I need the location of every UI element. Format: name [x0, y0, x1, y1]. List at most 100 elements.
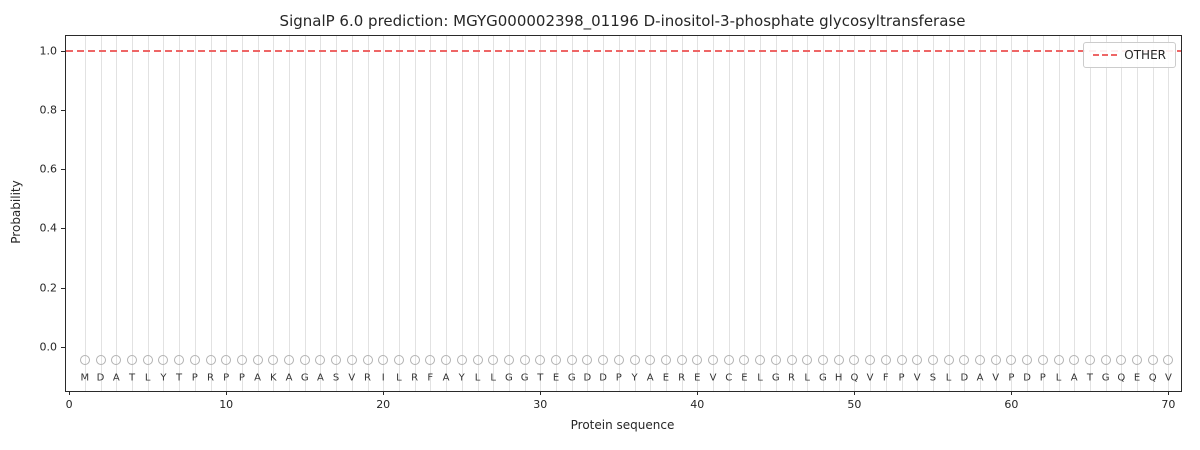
residue-gridline [665, 36, 667, 391]
y-tick [61, 50, 65, 52]
residue-gridline [336, 36, 338, 391]
residue-letter: Y [458, 372, 465, 384]
residue-letter: P [223, 372, 230, 384]
residue-gridline [493, 36, 495, 391]
chart-title: SignalP 6.0 prediction: MGYG000002398_01… [279, 12, 966, 30]
x-axis-label: Protein sequence [570, 418, 675, 432]
residue-letter: P [1039, 372, 1046, 384]
residue-gridline [760, 36, 762, 391]
residue-letter: L [945, 372, 952, 384]
residue-letter: V [1164, 372, 1172, 384]
residue-letter: S [332, 372, 340, 384]
residue-gridline [948, 36, 950, 391]
y-tick [61, 228, 65, 230]
residue-gridline [289, 36, 290, 391]
residue-gridline [524, 36, 526, 391]
residue-gridline [1042, 36, 1044, 391]
residue-gridline [1011, 36, 1013, 391]
residue-gridline [226, 36, 228, 391]
residue-letter: A [442, 372, 450, 384]
residue-letter: R [364, 372, 371, 384]
residue-letter: V [866, 372, 874, 384]
residue-gridline [179, 36, 181, 391]
residue-letter: L [757, 372, 763, 384]
residue-gridline [1105, 36, 1107, 391]
x-tick-label: 50 [847, 398, 862, 411]
residue-gridline [1089, 36, 1091, 391]
residue-marker-icon [692, 354, 703, 365]
residue-marker-icon [488, 354, 499, 365]
residue-gridline [257, 36, 259, 391]
residue-marker-icon [315, 354, 326, 365]
residue-marker-icon [645, 354, 656, 365]
residue-marker-icon [613, 354, 624, 365]
residue-gridline [980, 36, 981, 391]
residue-gridline [414, 36, 416, 391]
residue-marker-icon [1100, 354, 1111, 365]
residue-gridline [383, 36, 385, 391]
residue-marker-icon [535, 354, 546, 365]
residue-letter: P [1008, 372, 1015, 384]
residue-letter: G [771, 372, 780, 384]
residue-gridline [791, 36, 793, 391]
residue-gridline [1058, 36, 1060, 391]
residue-letter: A [646, 372, 654, 384]
residue-gridline [603, 36, 605, 391]
residue-marker-icon [912, 354, 923, 365]
residue-letter: R [788, 372, 795, 384]
residue-marker-icon [127, 354, 137, 365]
y-tick-label: 0.4 [39, 221, 58, 235]
residue-marker-icon [598, 354, 609, 365]
x-tick [854, 391, 856, 395]
residue-marker-icon [551, 354, 561, 365]
residue-letter: L [144, 372, 151, 384]
residue-letter: L [1055, 372, 1062, 384]
residue-gridline [650, 36, 652, 391]
residue-marker-icon [1022, 354, 1033, 365]
residue-marker-icon [755, 354, 766, 365]
residue-letter: T [1086, 372, 1093, 384]
residue-marker-icon [79, 354, 90, 365]
residue-gridline [901, 36, 903, 391]
residue-gridline [398, 36, 400, 391]
residue-marker-icon [142, 354, 153, 365]
residue-letter: G [567, 372, 576, 384]
residue-gridline [822, 36, 824, 391]
residue-marker-icon [95, 354, 106, 365]
residue-marker-icon [880, 354, 891, 365]
residue-gridline [634, 36, 636, 391]
x-tick-label: 10 [219, 398, 234, 411]
residue-marker-icon [299, 354, 310, 365]
residue-letter: L [474, 372, 481, 384]
residue-marker-icon [582, 354, 593, 365]
residue-gridline [571, 36, 573, 391]
residue-marker-icon [833, 354, 844, 365]
residue-letter: E [662, 372, 670, 384]
residue-letter: V [913, 372, 921, 384]
residue-letter: I [381, 372, 385, 384]
residue-letter: V [709, 372, 717, 384]
residue-marker-icon [739, 354, 750, 365]
residue-marker-icon [566, 354, 577, 365]
y-tick-label: 0.0 [39, 340, 58, 354]
residue-gridline [995, 36, 997, 391]
residue-letter: R [678, 372, 686, 384]
y-tick-label: 0.2 [39, 281, 58, 294]
legend-dashed-line-sample [1093, 54, 1118, 56]
residue-gridline [1121, 36, 1123, 391]
x-tick-label: 0 [65, 398, 73, 411]
residue-marker-icon [1053, 354, 1064, 365]
residue-letter: E [741, 372, 748, 384]
residue-marker-icon [676, 354, 687, 365]
x-tick [1168, 391, 1170, 395]
residue-gridline [430, 36, 432, 391]
residue-gridline [697, 36, 699, 391]
residue-marker-icon [1132, 354, 1142, 365]
residue-letter: H [834, 372, 843, 384]
residue-gridline [587, 36, 589, 391]
residue-letter: K [270, 372, 277, 384]
residue-gridline [885, 36, 887, 391]
residue-gridline [917, 36, 919, 391]
